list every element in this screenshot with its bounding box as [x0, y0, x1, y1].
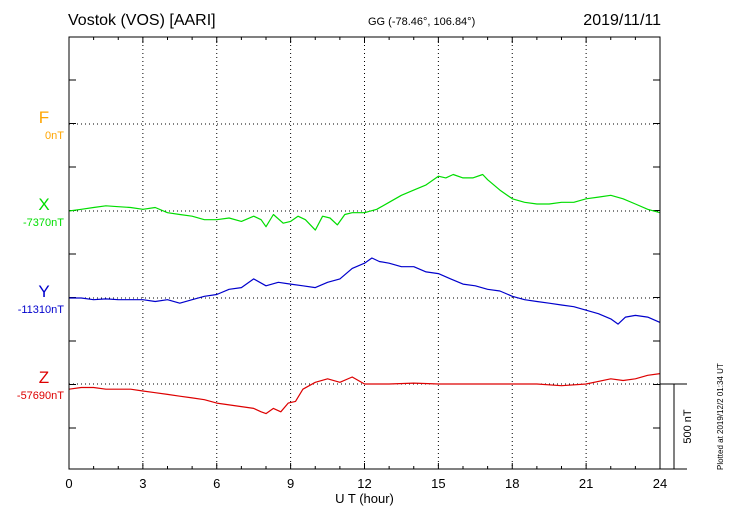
x-tick-label-6: 6	[213, 476, 220, 491]
grid-lines	[69, 37, 660, 469]
x-tick-label-9: 9	[287, 476, 294, 491]
series-labels: F 0nT X -7370nT Y -11310nT Z -57690nT	[17, 108, 64, 402]
x-axis-label: U T (hour)	[335, 491, 394, 506]
series-line-X	[68, 173, 661, 231]
x-tick-label-21: 21	[579, 476, 593, 491]
series-name-F: F	[39, 108, 49, 127]
series-name-X: X	[38, 195, 49, 214]
x-tick-label-3: 3	[139, 476, 146, 491]
series-baseline-F: 0nT	[45, 130, 64, 142]
series-baseline-Y: -11310nT	[18, 304, 65, 316]
station-title: Vostok (VOS) [AARI]	[68, 12, 216, 29]
x-tick-label-0: 0	[65, 476, 72, 491]
x-tick-label-18: 18	[505, 476, 519, 491]
x-tick-label-24: 24	[653, 476, 667, 491]
scale-bar-label: 500 nT	[682, 409, 694, 444]
x-axis: 0 3 6 9 12 15 18 21 24 U T (hour)	[65, 37, 667, 506]
scale-bar: 500 nT	[660, 383, 694, 470]
series-name-Z: Z	[39, 368, 49, 387]
series-baseline-X: -7370nT	[23, 217, 64, 229]
x-tick-label-12: 12	[357, 476, 371, 491]
data-series	[68, 173, 661, 415]
station-coordinates: GG (-78.46°, 106.84°)	[368, 16, 476, 28]
series-line-Z	[68, 373, 661, 415]
x-tick-label-15: 15	[431, 476, 445, 491]
series-line-Y	[69, 257, 661, 325]
plot-date: 2019/11/11	[583, 12, 661, 29]
series-name-Y: Y	[38, 282, 49, 301]
plotted-timestamp: Plotted at 2019/12/2 01:34 UT	[716, 363, 725, 470]
plot-frame	[68, 36, 661, 470]
series-baseline-Z: -57690nT	[17, 390, 64, 402]
